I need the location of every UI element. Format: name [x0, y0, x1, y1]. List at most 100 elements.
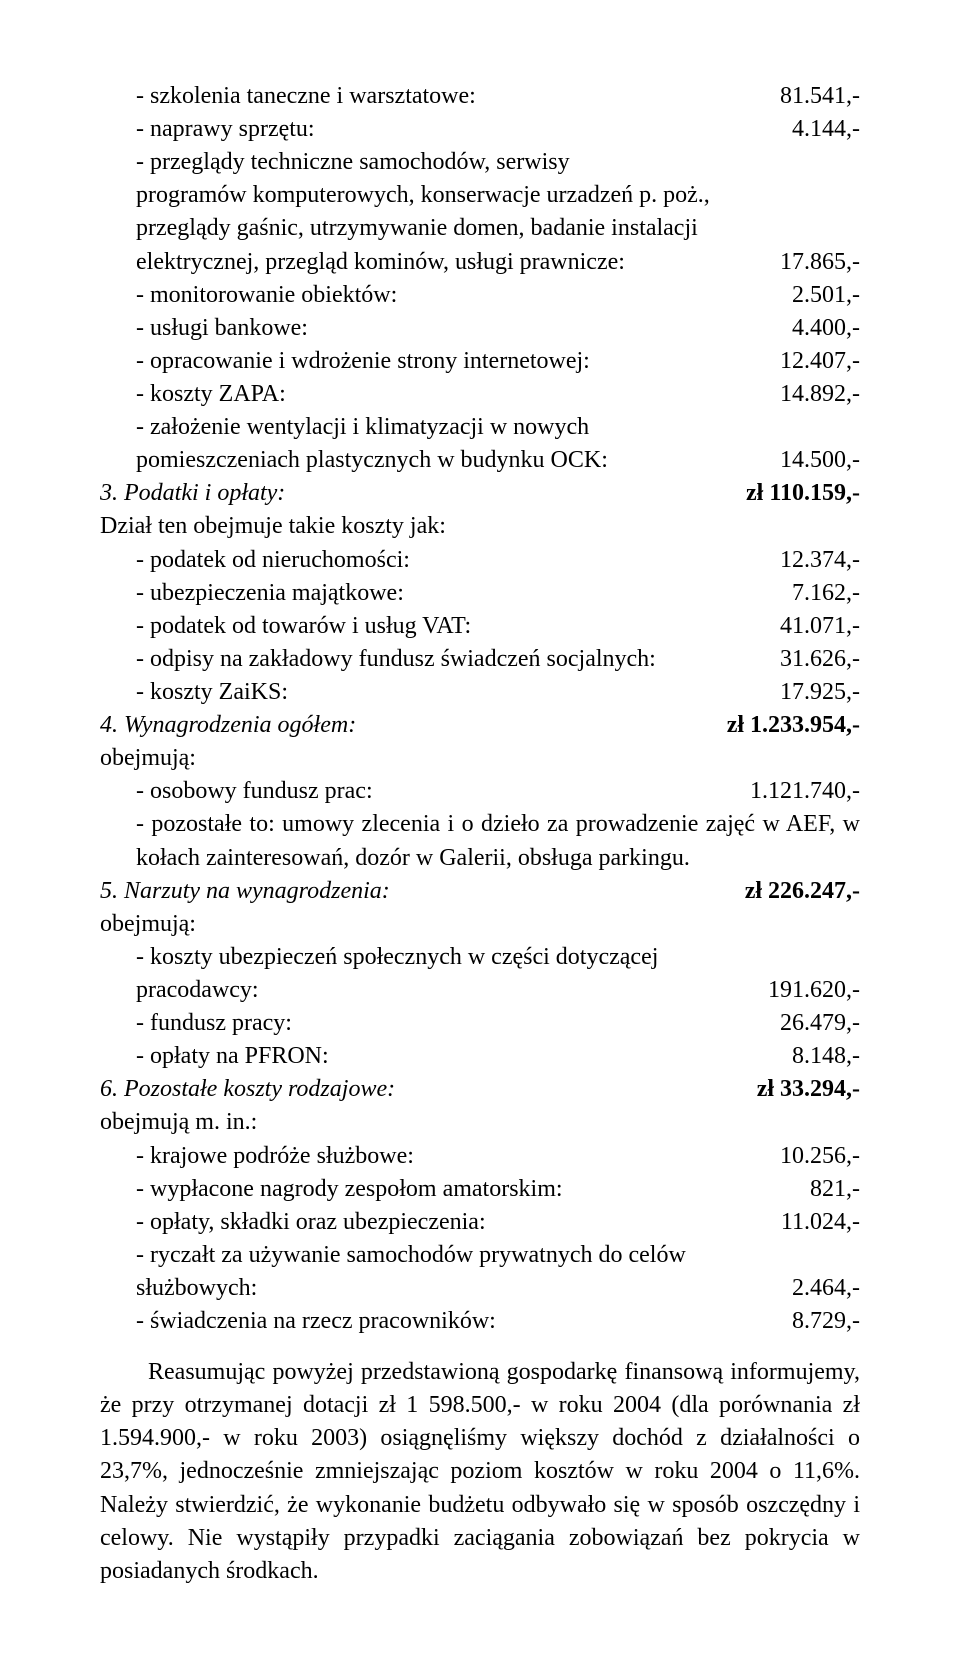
line-item: - krajowe podróże służbowe:10.256,-	[100, 1140, 860, 1173]
line-label: - usługi bankowe:	[100, 312, 792, 345]
cost-list: - szkolenia taneczne i warsztatowe:81.54…	[100, 80, 860, 1338]
line-label: 6. Pozostałe koszty rodzajowe:	[100, 1073, 757, 1106]
line-item: - pozostałe to: umowy zlecenia i o dzieł…	[100, 808, 860, 874]
line-value: 2.464,-	[792, 1272, 860, 1305]
line-item: elektrycznej, przegląd kominów, usługi p…	[100, 246, 860, 279]
line-label: - odpisy na zakładowy fundusz świadczeń …	[100, 643, 780, 676]
line-item: - wypłacone nagrody zespołom amatorskim:…	[100, 1173, 860, 1206]
line-item: - ryczałt za używanie samochodów prywatn…	[100, 1239, 860, 1272]
line-item: - opłaty na PFRON:8.148,-	[100, 1040, 860, 1073]
line-item: - odpisy na zakładowy fundusz świadczeń …	[100, 643, 860, 676]
line-value: 2.501,-	[792, 279, 860, 312]
line-value: 7.162,-	[792, 577, 860, 610]
line-item: - opłaty, składki oraz ubezpieczenia:11.…	[100, 1206, 860, 1239]
line-value: 17.925,-	[780, 676, 860, 709]
line-item: pomieszczeniach plastycznych w budynku O…	[100, 444, 860, 477]
line-label: - szkolenia taneczne i warsztatowe:	[100, 80, 780, 113]
line-label: pracodawcy:	[100, 974, 768, 1007]
line-value: 26.479,-	[780, 1007, 860, 1040]
line-item: - usługi bankowe:4.400,-	[100, 312, 860, 345]
line-item: pracodawcy:191.620,-	[100, 974, 860, 1007]
line-label: - podatek od nieruchomości:	[100, 544, 780, 577]
line-label: - podatek od towarów i usług VAT:	[100, 610, 780, 643]
line-item: - koszty ubezpieczeń społecznych w częśc…	[100, 941, 860, 974]
line-item: - przeglądy techniczne samochodów, serwi…	[100, 146, 860, 179]
line-item: 4. Wynagrodzenia ogółem:zł 1.233.954,-	[100, 709, 860, 742]
line-item: - podatek od towarów i usług VAT:41.071,…	[100, 610, 860, 643]
line-label: - opłaty, składki oraz ubezpieczenia:	[100, 1206, 781, 1239]
line-value: zł 226.247,-	[745, 875, 860, 908]
line-item: - założenie wentylacji i klimatyzacji w …	[100, 411, 860, 444]
line-item: 5. Narzuty na wynagrodzenia:zł 226.247,-	[100, 875, 860, 908]
line-label: Dział ten obejmuje takie koszty jak:	[100, 510, 860, 543]
line-item: obejmują:	[100, 742, 860, 775]
line-item: obejmują:	[100, 908, 860, 941]
line-label: 3. Podatki i opłaty:	[100, 477, 746, 510]
line-item: - osobowy fundusz prac:1.121.740,-	[100, 775, 860, 808]
line-label: - ubezpieczenia majątkowe:	[100, 577, 792, 610]
line-item: - ubezpieczenia majątkowe:7.162,-	[100, 577, 860, 610]
line-value: zł 110.159,-	[746, 477, 860, 510]
line-item: Dział ten obejmuje takie koszty jak:	[100, 510, 860, 543]
line-item: - fundusz pracy:26.479,-	[100, 1007, 860, 1040]
line-value: 14.500,-	[780, 444, 860, 477]
line-value: 12.374,-	[780, 544, 860, 577]
line-label: - przeglądy techniczne samochodów, serwi…	[100, 146, 860, 179]
line-label: - osobowy fundusz prac:	[100, 775, 750, 808]
line-label: pomieszczeniach plastycznych w budynku O…	[100, 444, 780, 477]
line-item: - monitorowanie obiektów:2.501,-	[100, 279, 860, 312]
line-label: - opracowanie i wdrożenie strony interne…	[100, 345, 780, 378]
line-item: - koszty ZaiKS:17.925,-	[100, 676, 860, 709]
line-item: - podatek od nieruchomości:12.374,-	[100, 544, 860, 577]
line-label: - założenie wentylacji i klimatyzacji w …	[100, 411, 860, 444]
line-item: - naprawy sprzętu:4.144,-	[100, 113, 860, 146]
line-label: - opłaty na PFRON:	[100, 1040, 792, 1073]
line-label: obejmują:	[100, 908, 860, 941]
line-label: - wypłacone nagrody zespołom amatorskim:	[100, 1173, 810, 1206]
line-value: 4.144,-	[792, 113, 860, 146]
line-label: 5. Narzuty na wynagrodzenia:	[100, 875, 745, 908]
line-item: przeglądy gaśnic, utrzymywanie domen, ba…	[100, 212, 860, 245]
line-value: 12.407,-	[780, 345, 860, 378]
line-item: programów komputerowych, konserwacje urz…	[100, 179, 860, 212]
line-value: 81.541,-	[780, 80, 860, 113]
line-value: 14.892,-	[780, 378, 860, 411]
line-label: 4. Wynagrodzenia ogółem:	[100, 709, 727, 742]
line-label: - fundusz pracy:	[100, 1007, 780, 1040]
line-label: - koszty ubezpieczeń społecznych w częśc…	[100, 941, 860, 974]
line-item: - szkolenia taneczne i warsztatowe:81.54…	[100, 80, 860, 113]
summary-paragraph: Reasumując powyżej przedstawioną gospoda…	[100, 1356, 860, 1588]
line-label: przeglądy gaśnic, utrzymywanie domen, ba…	[100, 212, 860, 245]
line-item: - opracowanie i wdrożenie strony interne…	[100, 345, 860, 378]
line-label: - ryczałt za używanie samochodów prywatn…	[100, 1239, 860, 1272]
line-label: obejmują m. in.:	[100, 1106, 860, 1139]
line-value: 11.024,-	[781, 1206, 860, 1239]
line-item: obejmują m. in.:	[100, 1106, 860, 1139]
line-label: - świadczenia na rzecz pracowników:	[100, 1305, 792, 1338]
line-item: 6. Pozostałe koszty rodzajowe:zł 33.294,…	[100, 1073, 860, 1106]
line-label: - koszty ZAPA:	[100, 378, 780, 411]
line-value: 10.256,-	[780, 1140, 860, 1173]
line-label: służbowych:	[100, 1272, 792, 1305]
line-label: programów komputerowych, konserwacje urz…	[100, 179, 860, 212]
line-item: 3. Podatki i opłaty:zł 110.159,-	[100, 477, 860, 510]
line-value: 31.626,-	[780, 643, 860, 676]
line-value: 8.148,-	[792, 1040, 860, 1073]
line-label: obejmują:	[100, 742, 860, 775]
line-value: 4.400,-	[792, 312, 860, 345]
line-value: 41.071,-	[780, 610, 860, 643]
line-value: zł 33.294,-	[757, 1073, 860, 1106]
line-value: 191.620,-	[768, 974, 860, 1007]
line-label: - koszty ZaiKS:	[100, 676, 780, 709]
line-value: 821,-	[810, 1173, 860, 1206]
line-value: zł 1.233.954,-	[727, 709, 860, 742]
line-item: - koszty ZAPA:14.892,-	[100, 378, 860, 411]
line-value: 1.121.740,-	[750, 775, 860, 808]
line-item: służbowych:2.464,-	[100, 1272, 860, 1305]
line-label: elektrycznej, przegląd kominów, usługi p…	[100, 246, 780, 279]
line-value: 17.865,-	[780, 246, 860, 279]
line-label: - krajowe podróże służbowe:	[100, 1140, 780, 1173]
line-value: 8.729,-	[792, 1305, 860, 1338]
line-label: - naprawy sprzętu:	[100, 113, 792, 146]
line-label: - monitorowanie obiektów:	[100, 279, 792, 312]
